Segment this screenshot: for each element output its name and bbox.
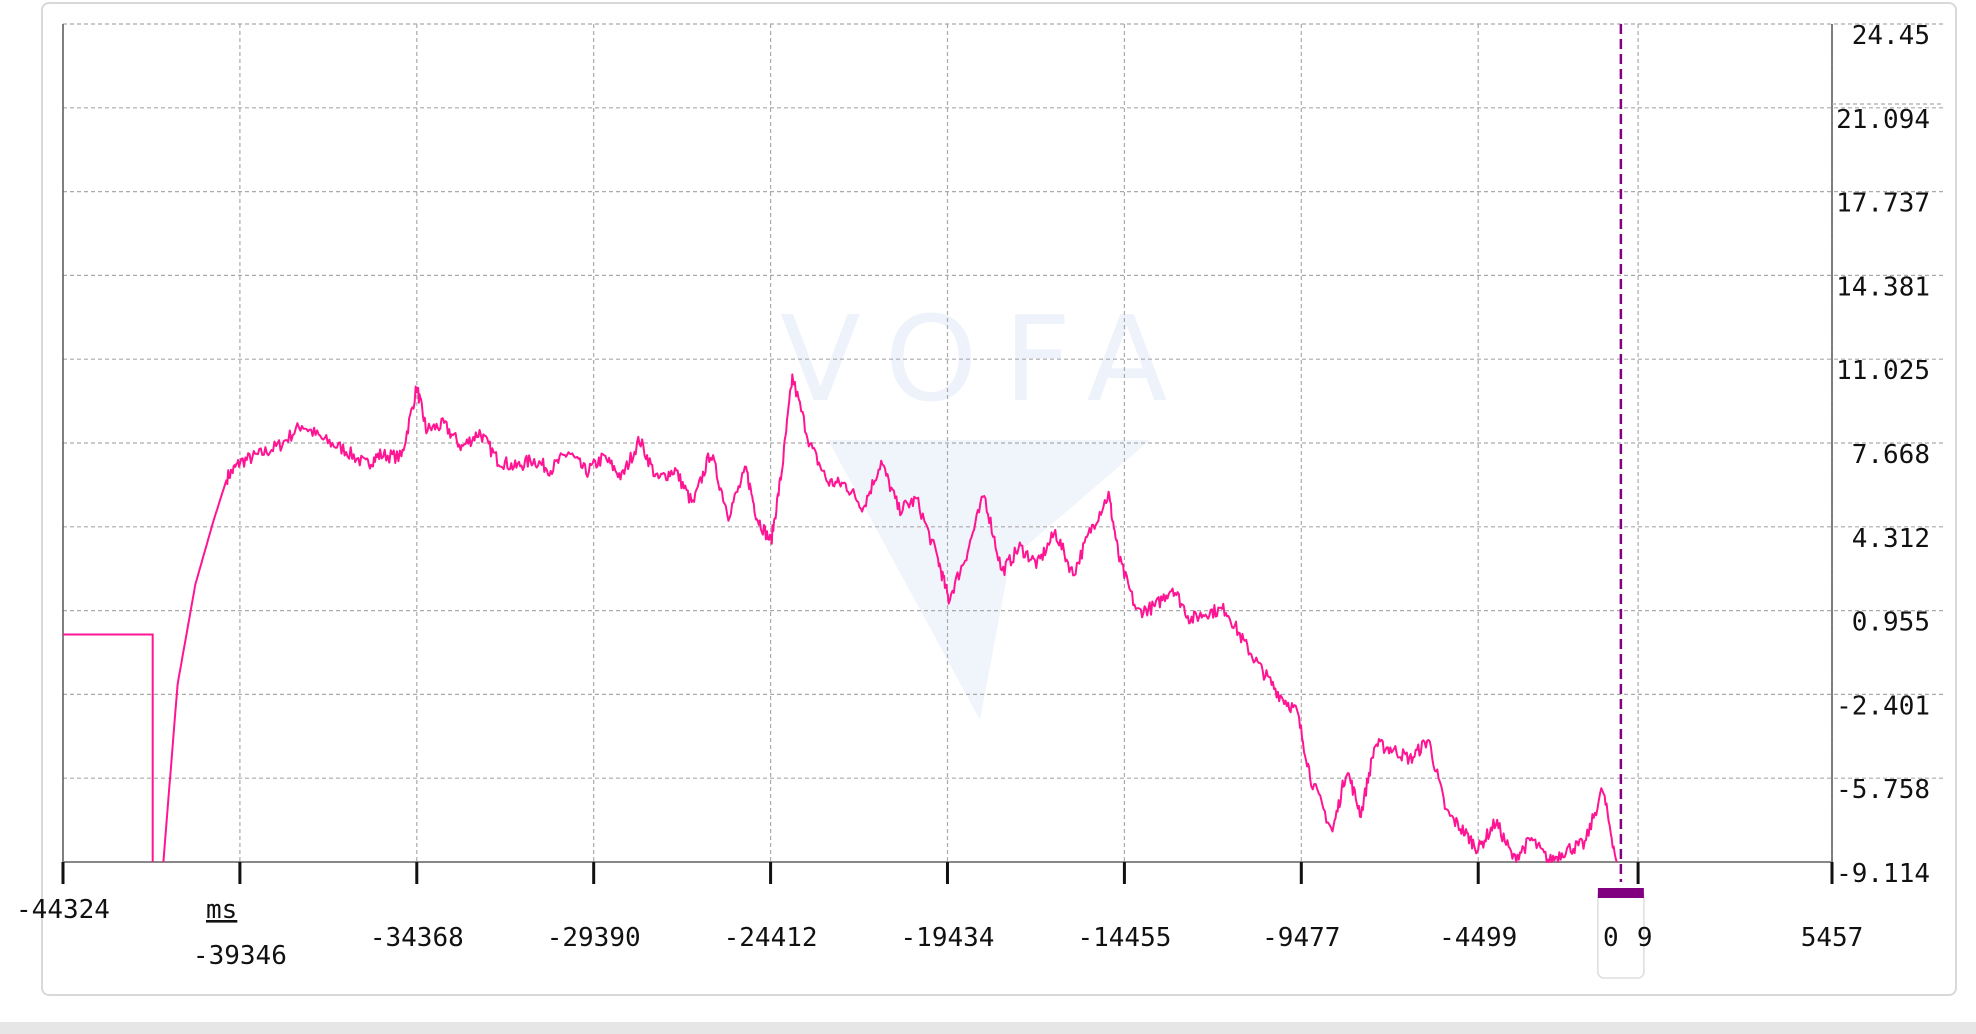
y-tick-label: 4.312 bbox=[1852, 524, 1930, 554]
y-axis-ticks: 24.45 21.094 17.737 14.381 11.025 7.668 4.312 0… bbox=[1836, 21, 1930, 889]
x-tick-label: -34368 bbox=[370, 923, 464, 953]
x-tick-label: -4499 bbox=[1439, 923, 1517, 953]
y-tick-label: 7.668 bbox=[1852, 440, 1930, 470]
x-tick-label: -39346 bbox=[193, 941, 287, 971]
y-tick-label: 0.955 bbox=[1852, 608, 1930, 638]
bottom-scrollbar[interactable] bbox=[0, 1022, 1976, 1034]
y-tick-label: 21.094 bbox=[1836, 105, 1930, 135]
x-tick-label: 5457 bbox=[1801, 923, 1864, 953]
y-tick-label: 11.025 bbox=[1836, 356, 1930, 386]
x-tick-label: -44324 bbox=[16, 895, 110, 925]
vofa-watermark-logo bbox=[828, 440, 1150, 720]
y-tick-label: -2.401 bbox=[1836, 691, 1930, 721]
x-axis-unit-label: ms bbox=[206, 895, 237, 925]
y-tick-label: 24.45 bbox=[1852, 21, 1930, 51]
y-tick-label: -5.758 bbox=[1836, 775, 1930, 805]
y-tick-label: 17.737 bbox=[1836, 189, 1930, 219]
x-tick-label: -14455 bbox=[1077, 923, 1171, 953]
x-axis-ticks: -44324 -39346 -34368 -29390 -24412 -19434 -144… bbox=[16, 862, 1863, 971]
plot-grid bbox=[63, 23, 1944, 862]
x-tick-label: -19434 bbox=[901, 923, 995, 953]
series-line bbox=[162, 373, 1618, 863]
cursor-value-suffix: 9 bbox=[1637, 923, 1653, 953]
x-tick-label: -29390 bbox=[547, 923, 641, 953]
y-tick-label: -9.114 bbox=[1836, 859, 1930, 889]
y-tick-label: 14.381 bbox=[1836, 272, 1930, 302]
x-tick-label: -24412 bbox=[724, 923, 818, 953]
x-tick-label: -9477 bbox=[1262, 923, 1340, 953]
cursor-value-label: 0 bbox=[1603, 923, 1619, 953]
cursor-handle bbox=[1597, 888, 1644, 898]
plot-area bbox=[63, 373, 1618, 863]
series-step-segment bbox=[63, 633, 154, 862]
